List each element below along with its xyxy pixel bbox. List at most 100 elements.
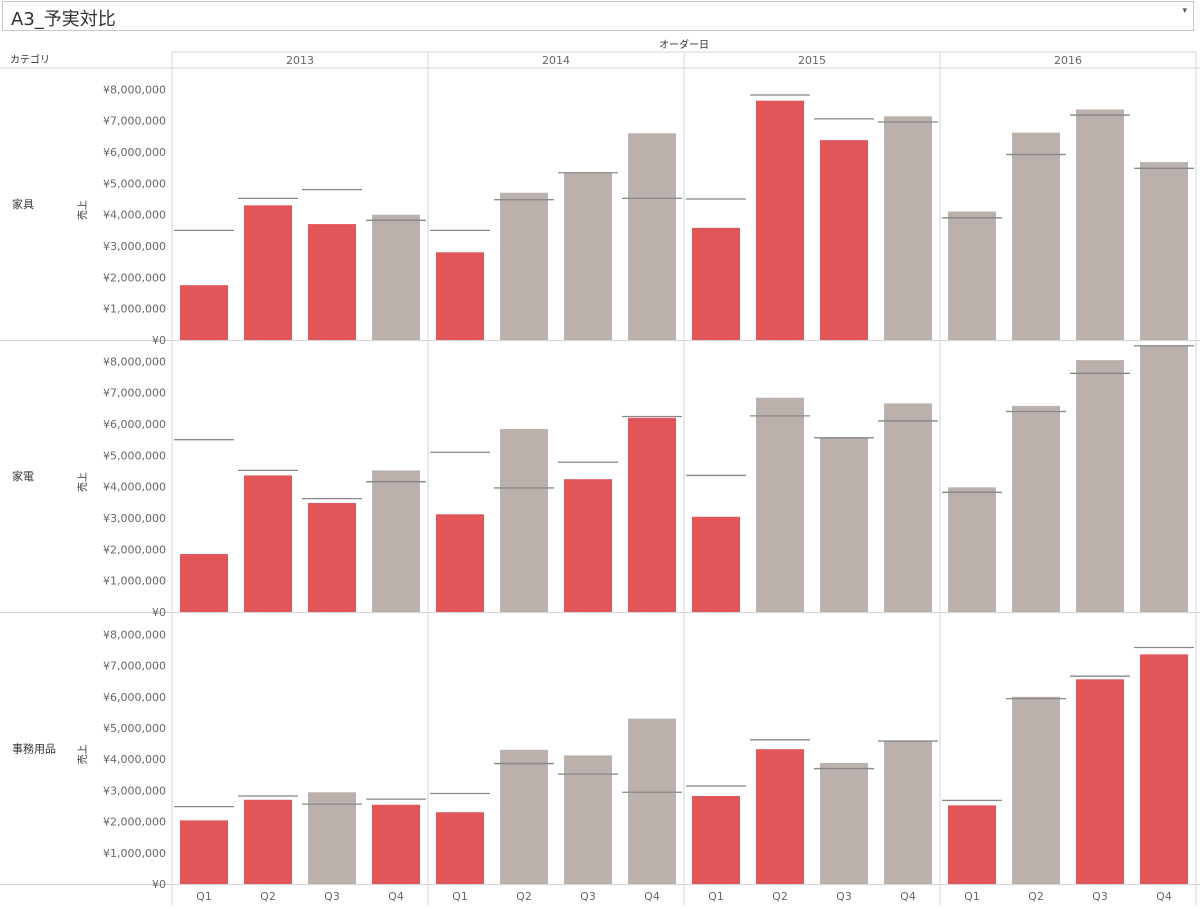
y-tick-label: ¥0	[152, 878, 166, 891]
y-tick-label: ¥2,000,000	[103, 816, 166, 829]
sales-bar[interactable]	[1140, 162, 1188, 340]
sales-bar[interactable]	[820, 140, 868, 340]
category-label: 事務用品	[12, 742, 56, 756]
y-tick-label: ¥7,000,000	[103, 387, 166, 400]
y-axis-title: 売上	[76, 745, 89, 765]
sales-bar[interactable]	[244, 475, 292, 612]
sales-bar[interactable]	[1140, 345, 1188, 612]
sales-bar[interactable]	[948, 211, 996, 340]
y-tick-label: ¥3,000,000	[103, 784, 166, 797]
worksheet-title: A3_予実対比	[11, 9, 116, 30]
sales-bar[interactable]	[436, 514, 484, 612]
target-lines-layer	[174, 94, 1194, 808]
y-tick-label: ¥2,000,000	[103, 271, 166, 284]
row-header-title: カテゴリ	[10, 53, 50, 66]
quarter-label: Q1	[964, 890, 980, 903]
sales-bar[interactable]	[756, 100, 804, 340]
quarter-label: Q4	[644, 890, 660, 903]
sales-bar[interactable]	[500, 192, 548, 340]
quarter-label: Q2	[516, 890, 532, 903]
y-axis-title: 売上	[76, 200, 89, 220]
sales-bar[interactable]	[500, 429, 548, 612]
y-tick-label: ¥7,000,000	[103, 660, 166, 673]
y-tick-label: ¥7,000,000	[103, 115, 166, 128]
y-axis-title: 売上	[76, 472, 89, 492]
sales-bar[interactable]	[692, 516, 740, 612]
sales-bar[interactable]	[500, 749, 548, 884]
y-tick-label: ¥0	[152, 334, 166, 347]
year-label: 2015	[798, 54, 826, 67]
sales-bar[interactable]	[756, 397, 804, 612]
y-tick-label: ¥5,000,000	[103, 177, 166, 190]
sales-bar[interactable]	[308, 502, 356, 612]
sales-bar[interactable]	[564, 755, 612, 884]
y-tick-label: ¥2,000,000	[103, 543, 166, 556]
category-label: 家電	[12, 469, 34, 483]
sales-bar[interactable]	[1140, 654, 1188, 884]
quarter-label: Q3	[580, 890, 596, 903]
y-tick-label: ¥6,000,000	[103, 691, 166, 704]
sales-bar[interactable]	[884, 741, 932, 884]
sales-bar[interactable]	[180, 820, 228, 884]
worksheet-title-bar[interactable]: A3_予実対比 ▾	[2, 1, 1194, 31]
sales-bar[interactable]	[1076, 360, 1124, 612]
y-tick-label: ¥4,000,000	[103, 481, 166, 494]
sales-bar[interactable]	[244, 799, 292, 884]
y-tick-label: ¥1,000,000	[103, 847, 166, 860]
quarter-label: Q1	[196, 890, 212, 903]
sales-bar[interactable]	[692, 227, 740, 340]
sales-bar[interactable]	[628, 133, 676, 340]
dropdown-caret-icon[interactable]: ▾	[1182, 6, 1187, 16]
sales-bar[interactable]	[372, 470, 420, 612]
sales-bar[interactable]	[884, 403, 932, 612]
y-tick-label: ¥4,000,000	[103, 753, 166, 766]
quarter-label: Q4	[1156, 890, 1172, 903]
sales-bar[interactable]	[1076, 109, 1124, 340]
y-tick-label: ¥0	[152, 606, 166, 619]
sales-bar[interactable]	[180, 554, 228, 612]
y-tick-label: ¥1,000,000	[103, 575, 166, 588]
quarter-label: Q2	[1028, 890, 1044, 903]
quarter-label: Q3	[324, 890, 340, 903]
sales-bar[interactable]	[436, 252, 484, 340]
sales-bar[interactable]	[1012, 696, 1060, 884]
sales-bar[interactable]	[628, 417, 676, 612]
sales-bar[interactable]	[180, 285, 228, 340]
sales-bar[interactable]	[948, 487, 996, 612]
sales-bar[interactable]	[308, 792, 356, 884]
sales-bar[interactable]	[564, 479, 612, 612]
y-tick-label: ¥1,000,000	[103, 303, 166, 316]
quarter-label: Q2	[260, 890, 276, 903]
quarter-label: Q4	[900, 890, 916, 903]
y-tick-label: ¥4,000,000	[103, 209, 166, 222]
sales-bar[interactable]	[436, 812, 484, 884]
sales-bar[interactable]	[948, 805, 996, 884]
sales-bar[interactable]	[756, 749, 804, 884]
sales-bar[interactable]	[628, 718, 676, 884]
quarter-label: Q3	[836, 890, 852, 903]
sales-bar[interactable]	[1012, 405, 1060, 612]
sales-bar[interactable]	[692, 796, 740, 884]
year-label: 2016	[1054, 54, 1082, 67]
sales-bar[interactable]	[1012, 132, 1060, 340]
y-tick-label: ¥5,000,000	[103, 722, 166, 735]
sales-bar[interactable]	[244, 205, 292, 340]
sales-bar[interactable]	[820, 762, 868, 884]
bars-layer	[180, 100, 1188, 884]
quarter-label: Q1	[452, 890, 468, 903]
sales-bar[interactable]	[308, 224, 356, 340]
quarter-label: Q3	[1092, 890, 1108, 903]
y-tick-label: ¥5,000,000	[103, 449, 166, 462]
year-label: 2013	[286, 54, 314, 67]
sales-bar[interactable]	[1076, 679, 1124, 884]
year-label: 2014	[542, 54, 570, 67]
quarter-label: Q4	[388, 890, 404, 903]
sales-bar[interactable]	[884, 116, 932, 341]
y-tick-label: ¥8,000,000	[103, 628, 166, 641]
sales-bar[interactable]	[372, 214, 420, 340]
sales-bar[interactable]	[820, 437, 868, 612]
sales-bar[interactable]	[564, 172, 612, 340]
y-tick-label: ¥8,000,000	[103, 355, 166, 368]
sales-bar[interactable]	[372, 804, 420, 884]
